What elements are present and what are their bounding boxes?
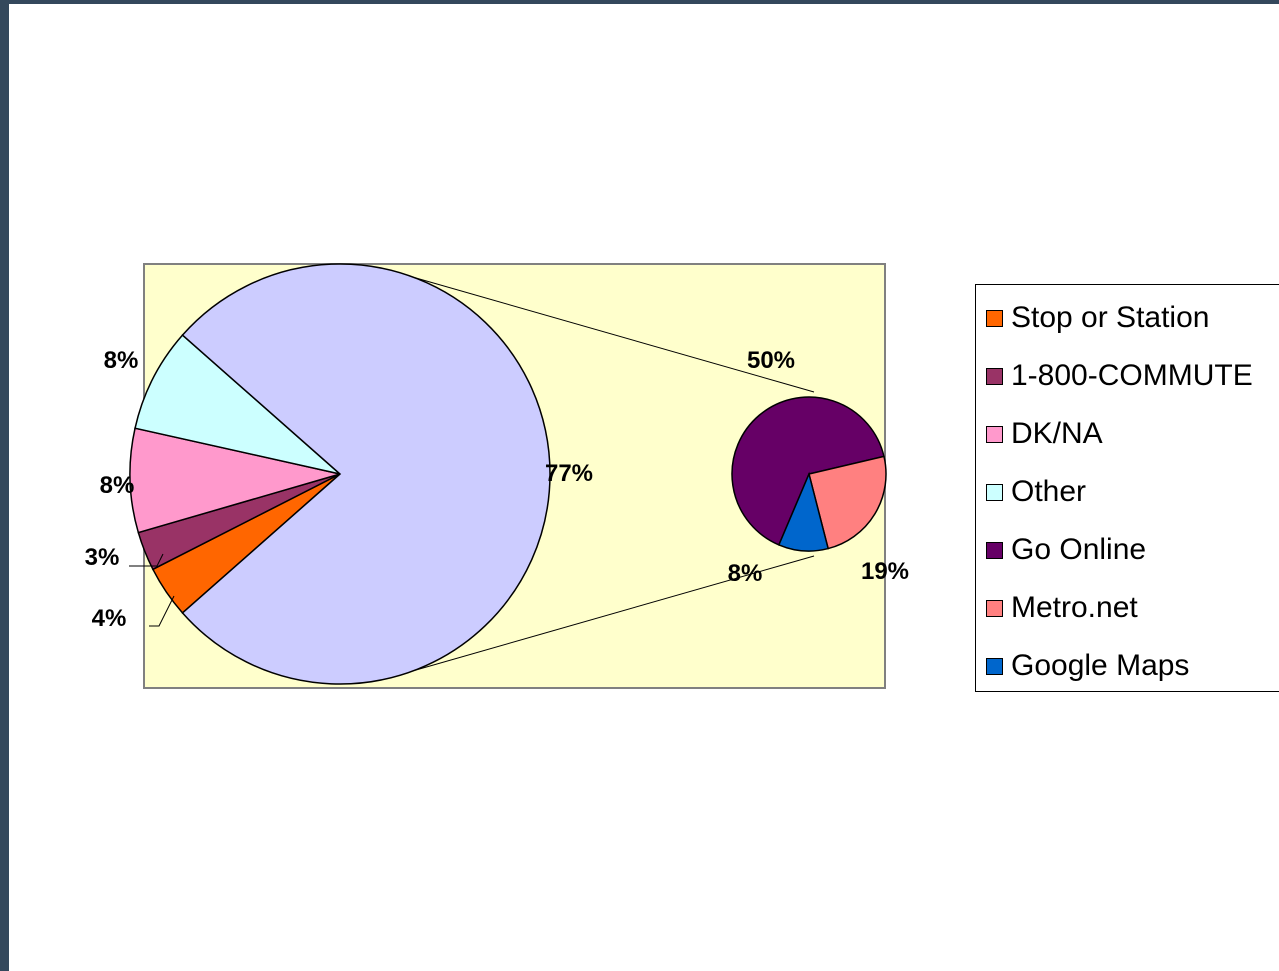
legend-swatch (986, 425, 1003, 443)
connector-line (408, 275, 815, 393)
data-label: 4% (92, 605, 127, 632)
data-label: 8% (104, 347, 139, 374)
leader-line (129, 553, 164, 567)
legend-label: Go Online (1011, 533, 1147, 566)
connector-line (408, 555, 815, 673)
data-label: 19% (861, 558, 909, 585)
data-label: 8% (728, 560, 763, 587)
data-label: 3% (85, 544, 120, 571)
secondary-pie-slice (808, 455, 887, 550)
legend-item: 1-800-COMMUTE (986, 347, 1279, 405)
legend-item: DK/NA (986, 405, 1279, 463)
main-pie-slice (181, 263, 551, 685)
legend-item: Google Maps (986, 637, 1279, 695)
slide: 4% 3% 8% 8% 77% 50% 19% 8% Stop or Station 1-800… (9, 4, 1279, 971)
legend-swatch (986, 483, 1003, 501)
legend-swatch (986, 309, 1003, 327)
legend-label: Other (1011, 475, 1087, 508)
legend-item: Stop or Station (986, 289, 1279, 347)
leader-line (149, 595, 175, 627)
pie-of-pie-chart: 4% 3% 8% 8% 77% 50% 19% 8% (85, 263, 909, 689)
main-pie-slice (134, 334, 341, 475)
legend-swatch (986, 657, 1003, 675)
legend-swatch (986, 541, 1003, 559)
legend-item: Other (986, 463, 1279, 521)
main-pie-slice (129, 427, 341, 534)
secondary-pie-slice (731, 396, 885, 546)
legend-label: Metro.net (1011, 591, 1138, 624)
legend-label: 1-800-COMMUTE (1011, 359, 1253, 392)
legend-item: Go Online (986, 521, 1279, 579)
legend-label: Google Maps (1011, 649, 1190, 682)
data-label: 8% (100, 472, 135, 499)
legend-item: Metro.net (986, 579, 1279, 637)
data-label: 50% (747, 347, 795, 374)
legend-label: Stop or Station (1011, 301, 1210, 334)
legend-label: DK/NA (1011, 417, 1103, 450)
legend-swatch (986, 599, 1003, 617)
legend: Stop or Station 1-800-COMMUTE DK/NA Other Go… (975, 284, 1279, 692)
legend-swatch (986, 367, 1003, 385)
secondary-pie-slice (777, 471, 830, 552)
data-label: 77% (545, 460, 593, 487)
